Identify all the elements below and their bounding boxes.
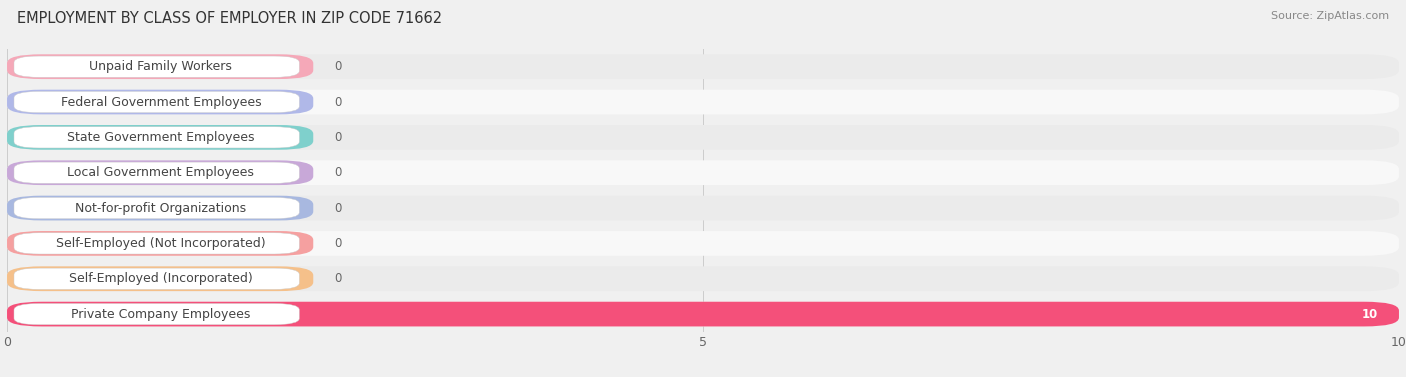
Text: 0: 0 [335, 202, 342, 215]
FancyBboxPatch shape [14, 56, 299, 77]
Text: Federal Government Employees: Federal Government Employees [60, 95, 262, 109]
Text: Unpaid Family Workers: Unpaid Family Workers [90, 60, 232, 73]
FancyBboxPatch shape [7, 231, 1399, 256]
FancyBboxPatch shape [7, 160, 314, 185]
Text: Local Government Employees: Local Government Employees [67, 166, 254, 179]
Text: 10: 10 [1362, 308, 1378, 320]
FancyBboxPatch shape [7, 125, 1399, 150]
Text: 0: 0 [335, 60, 342, 73]
FancyBboxPatch shape [7, 90, 314, 114]
FancyBboxPatch shape [7, 125, 314, 150]
Text: Self-Employed (Incorporated): Self-Employed (Incorporated) [69, 272, 253, 285]
FancyBboxPatch shape [7, 302, 1399, 326]
Text: Private Company Employees: Private Company Employees [72, 308, 250, 320]
FancyBboxPatch shape [14, 92, 299, 113]
FancyBboxPatch shape [7, 90, 1399, 114]
Text: 0: 0 [335, 237, 342, 250]
FancyBboxPatch shape [14, 268, 299, 290]
Text: 0: 0 [335, 272, 342, 285]
FancyBboxPatch shape [7, 160, 1399, 185]
FancyBboxPatch shape [14, 162, 299, 183]
FancyBboxPatch shape [14, 198, 299, 219]
FancyBboxPatch shape [7, 302, 1399, 326]
FancyBboxPatch shape [14, 303, 299, 325]
FancyBboxPatch shape [7, 54, 1399, 79]
Text: EMPLOYMENT BY CLASS OF EMPLOYER IN ZIP CODE 71662: EMPLOYMENT BY CLASS OF EMPLOYER IN ZIP C… [17, 11, 441, 26]
FancyBboxPatch shape [14, 127, 299, 148]
Text: 0: 0 [335, 131, 342, 144]
FancyBboxPatch shape [7, 267, 1399, 291]
Text: State Government Employees: State Government Employees [67, 131, 254, 144]
FancyBboxPatch shape [14, 233, 299, 254]
FancyBboxPatch shape [7, 196, 314, 221]
FancyBboxPatch shape [7, 267, 314, 291]
Text: 0: 0 [335, 166, 342, 179]
FancyBboxPatch shape [7, 196, 1399, 221]
Text: Source: ZipAtlas.com: Source: ZipAtlas.com [1271, 11, 1389, 21]
Text: Not-for-profit Organizations: Not-for-profit Organizations [76, 202, 246, 215]
Text: Self-Employed (Not Incorporated): Self-Employed (Not Incorporated) [56, 237, 266, 250]
FancyBboxPatch shape [7, 54, 314, 79]
FancyBboxPatch shape [7, 231, 314, 256]
Text: 0: 0 [335, 95, 342, 109]
